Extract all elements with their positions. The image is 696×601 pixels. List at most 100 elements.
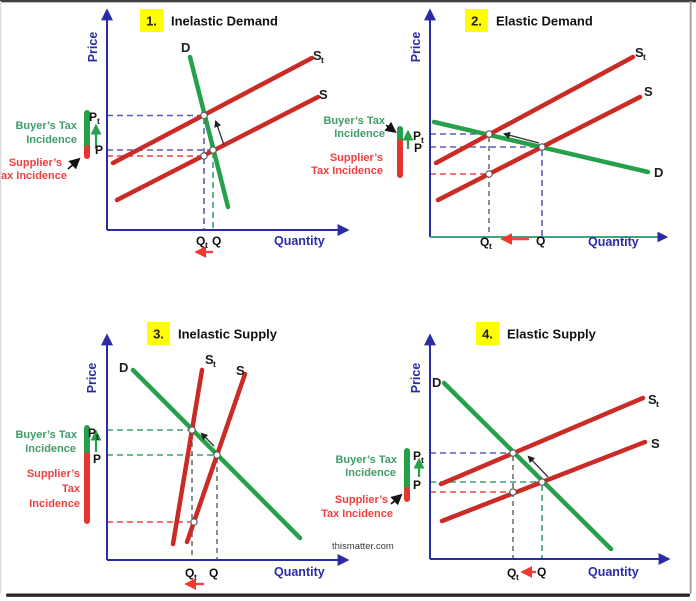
shift-annotation-arrow <box>200 432 215 447</box>
title-number-highlight <box>465 9 488 32</box>
supply-tax-label: S <box>648 392 657 407</box>
q-label: Q <box>537 565 546 579</box>
tax-equilibrium-point <box>200 111 208 120</box>
frame-bottom-border <box>6 593 690 597</box>
panel-number: 4. <box>482 327 493 342</box>
p-label: P <box>95 143 103 157</box>
pt-label-sub: t <box>97 116 100 126</box>
quantity-axis-label: Quantity <box>588 565 639 579</box>
panel-title: Elastic Supply <box>507 327 597 342</box>
buyer-incidence-label-line2: Incidence <box>25 443 76 455</box>
panel-elastic-demand: 2. Elastic Demand Price Quantity D S t S… <box>311 8 669 251</box>
title-number-highlight <box>140 9 163 32</box>
supply-tax-label-sub: t <box>321 55 324 65</box>
watermark: thismatter.com <box>332 541 394 552</box>
p-label: P <box>413 478 421 492</box>
qt-label: Q <box>196 234 205 248</box>
shift-annotation-arrow <box>214 119 225 146</box>
panel-title: Inelastic Supply <box>178 327 278 342</box>
qt-label: Q <box>480 235 489 249</box>
supply-tax-label: S <box>205 352 214 367</box>
qt-label-sub: t <box>205 240 208 250</box>
supplier-pointer-arrow <box>67 157 81 170</box>
price-axis-label: Price <box>86 32 100 63</box>
buyer-incidence-label-line1: Buyer’s Tax <box>335 454 397 466</box>
pt-label-sub: t <box>96 432 99 442</box>
buyer-incidence-label-line1: Buyer’s Tax <box>15 429 77 441</box>
price-axis-label: Price <box>409 32 423 63</box>
qt-label: Q <box>507 566 516 580</box>
demand-label: D <box>181 40 190 55</box>
pt-label: P <box>413 449 421 463</box>
supply-tax-label-sub: t <box>656 399 659 409</box>
panel-number: 1. <box>146 14 157 29</box>
supplier-incidence-label-line1: Supplier’s <box>27 468 80 480</box>
quantity-axis-label: Quantity <box>588 235 639 249</box>
equilibrium-point <box>213 451 221 459</box>
panel-number: 2. <box>471 14 482 29</box>
equilibrium-point <box>538 478 546 486</box>
panel-title: Inelastic Demand <box>171 14 278 29</box>
supplier-incidence-label-line2: Tax Incidence <box>311 165 383 177</box>
supply-tax-curve <box>433 54 636 166</box>
supplier-incidence-label-line2: Tax Incidence <box>321 508 393 520</box>
supply-tax-curve <box>438 395 646 487</box>
demand-label: D <box>654 165 663 180</box>
supplier-price-point <box>190 518 198 526</box>
q-label: Q <box>212 234 221 248</box>
equilibrium-point <box>209 146 217 154</box>
supply-label: S <box>236 363 245 378</box>
qt-label-sub: t <box>516 572 519 582</box>
demand-label: D <box>432 375 441 390</box>
supplier-incidence-label-line2: Tax <box>62 483 81 495</box>
supply-curve <box>114 94 321 203</box>
supply-tax-curve <box>170 367 205 547</box>
supplier-price-point <box>200 152 208 160</box>
supply-tax-label-sub: t <box>213 359 216 369</box>
quantity-axis-label: Quantity <box>274 565 325 579</box>
buyer-pointer-arrow <box>384 121 397 134</box>
tax-equilibrium-point <box>188 426 196 434</box>
supplier-incidence-label-line1: Supplier’s <box>335 494 388 506</box>
tax-equilibrium-point <box>485 130 493 138</box>
buyer-incidence-label-line1: Buyer’s Tax <box>323 115 385 127</box>
supplier-incidence-label-line2: Tax Incidence <box>0 170 67 182</box>
supply-label: S <box>651 436 660 451</box>
supplier-price-point <box>509 488 517 496</box>
supply-tax-label-sub: t <box>643 52 646 62</box>
panel-title: Elastic Demand <box>496 14 593 29</box>
quantity-axis-label: Quantity <box>274 234 325 248</box>
shift-annotation-arrow <box>527 455 549 478</box>
buyer-incidence-label-line2: Incidence <box>345 467 396 479</box>
supply-tax-label: S <box>313 48 322 63</box>
supply-label: S <box>644 84 653 99</box>
buyer-incidence-label-line1: Buyer’s Tax <box>15 120 77 132</box>
panel-number: 3. <box>153 327 164 342</box>
supply-tax-curve <box>110 55 315 166</box>
pt-label-sub: t <box>421 135 424 145</box>
pt-label: P <box>89 110 97 124</box>
qt-label-sub: t <box>489 241 492 251</box>
supplier-incidence-label-line1: Supplier’s <box>330 152 383 164</box>
qt-label: Q <box>185 566 194 580</box>
supplier-pointer-arrow <box>390 493 403 506</box>
buyer-incidence-label-line2: Incidence <box>334 128 385 140</box>
demand-curve <box>441 380 614 552</box>
supply-tax-label: S <box>635 45 644 60</box>
panel-inelastic-supply: 3. Inelastic Supply Price Quantity D S t… <box>15 322 394 590</box>
price-axis-label: Price <box>409 363 423 394</box>
pt-label: P <box>413 129 421 143</box>
title-number-highlight <box>147 322 170 345</box>
supplier-incidence-label-line3: Incidence <box>29 498 80 510</box>
pt-label: P <box>88 426 96 440</box>
supply-label: S <box>319 87 328 102</box>
p-label: P <box>93 452 101 466</box>
qt-label-sub: t <box>194 572 197 582</box>
demand-label: D <box>119 360 128 375</box>
price-axis-label: Price <box>85 363 99 394</box>
panel-elastic-supply: 4. Elastic Supply Price Quantity D S t S… <box>321 322 671 582</box>
supplier-incidence-label-line1: Supplier’s <box>9 157 62 169</box>
